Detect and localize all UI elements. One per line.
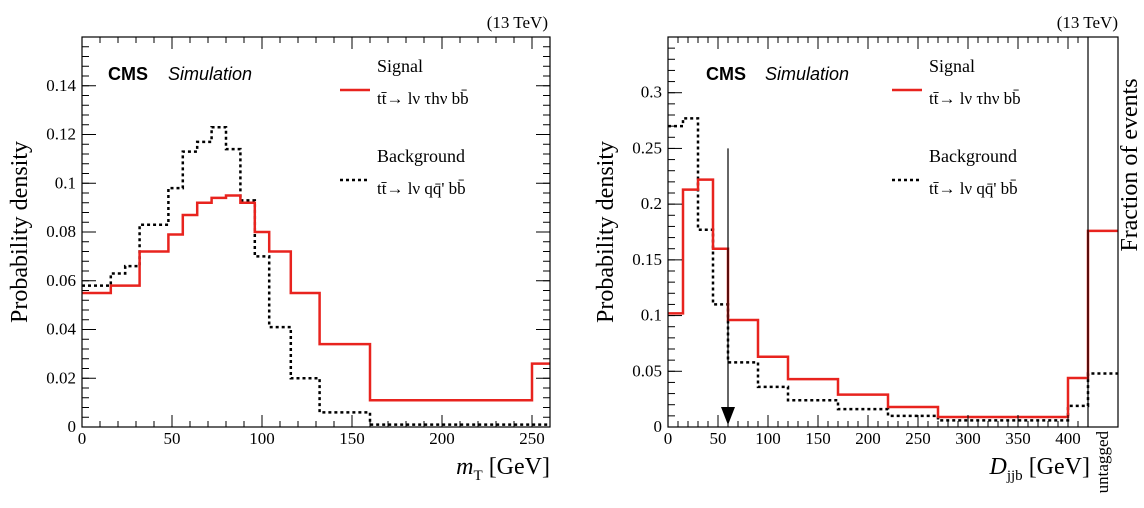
legend-signal-name: Signal bbox=[377, 56, 423, 76]
y-axis-label-right: Fraction of events bbox=[1117, 78, 1143, 251]
y-axis-label: Probability density bbox=[7, 141, 33, 323]
x-axis-symbol: m bbox=[456, 454, 473, 480]
y-tick-label: 0 bbox=[654, 417, 663, 436]
y-tick-label: 0.08 bbox=[46, 222, 76, 241]
energy-label: (13 TeV) bbox=[1057, 13, 1118, 32]
chart-panel-1: 0 50 100 150 200 250 0 0.02 0.04 0.06 0.08 0.1 0.12 0… bbox=[7, 13, 551, 484]
x-tick-label: 150 bbox=[805, 429, 831, 448]
x-axis-subscript: T bbox=[474, 468, 483, 484]
x-tick-label: 300 bbox=[955, 429, 981, 448]
x-tick-label: 200 bbox=[429, 429, 455, 448]
y-tick-label: 0.15 bbox=[632, 250, 662, 269]
x-axis-unit: [GeV] bbox=[489, 454, 550, 480]
legend-background-name: Background bbox=[377, 146, 465, 166]
cms-label: CMS bbox=[706, 64, 746, 84]
legend-signal-process: tt̄→ lν τhν bb̄ bbox=[377, 89, 469, 108]
plot-frame bbox=[81, 36, 551, 428]
legend-background-name: Background bbox=[929, 146, 1017, 166]
energy-label: (13 TeV) bbox=[487, 13, 548, 32]
x-tick-label: 150 bbox=[339, 429, 365, 448]
y-tick-label: 0.04 bbox=[46, 320, 76, 339]
x-axis-subscript: jjb bbox=[1006, 468, 1023, 484]
y-tick-label: 0.06 bbox=[46, 271, 76, 290]
cms-simulation-label: Simulation bbox=[765, 64, 849, 84]
background-histogram bbox=[668, 117, 1118, 422]
cms-simulation-label: Simulation bbox=[168, 64, 252, 84]
x-axis-label: mT [GeV] bbox=[456, 454, 550, 484]
y-tick-label: 0.1 bbox=[641, 306, 662, 325]
y-tick-label: 0.3 bbox=[641, 83, 662, 102]
x-tick-label: 250 bbox=[905, 429, 931, 448]
x-axis-label: Djjb [GeV] bbox=[989, 454, 1091, 484]
background-histogram bbox=[82, 125, 550, 426]
cut-arrow-head bbox=[721, 407, 735, 425]
x-tick-label: 200 bbox=[855, 429, 881, 448]
y-tick-label: 0.02 bbox=[46, 368, 76, 387]
x-axis-unit: [GeV] bbox=[1029, 454, 1090, 480]
x-tick-label: 350 bbox=[1005, 429, 1031, 448]
legend-background-process: tt̄→ lν qq̄' bb̄ bbox=[929, 179, 1018, 198]
x-tick-label: 100 bbox=[755, 429, 781, 448]
legend-background-process: tt̄→ lν qq̄' bb̄ bbox=[377, 179, 466, 198]
plot-frame bbox=[667, 36, 1119, 428]
untagged-tick-label: untagged bbox=[1093, 431, 1112, 494]
y-tick-label: 0.1 bbox=[55, 173, 76, 192]
y-axis-label: Probability density bbox=[593, 141, 619, 323]
x-tick-label: 50 bbox=[164, 429, 181, 448]
x-axis-symbol: D bbox=[989, 454, 1007, 480]
y-tick-label: 0.2 bbox=[641, 194, 662, 213]
x-tick-label: 400 bbox=[1055, 429, 1081, 448]
x-tick-label: 0 bbox=[78, 429, 87, 448]
x-tick-label: 50 bbox=[710, 429, 727, 448]
x-tick-label: 0 bbox=[664, 429, 673, 448]
x-tick-label: 100 bbox=[249, 429, 275, 448]
y-tick-label: 0.14 bbox=[46, 76, 76, 95]
y-tick-label: 0.12 bbox=[46, 125, 76, 144]
x-tick-label: 250 bbox=[519, 429, 545, 448]
signal-histogram bbox=[668, 178, 1118, 419]
legend-signal-process: tt̄→ lν τhν bb̄ bbox=[929, 89, 1021, 108]
cms-label: CMS bbox=[108, 64, 148, 84]
y-tick-label: 0 bbox=[68, 417, 77, 436]
legend-signal-name: Signal bbox=[929, 56, 975, 76]
y-tick-label: 0.05 bbox=[632, 361, 662, 380]
signal-histogram bbox=[82, 194, 550, 402]
chart-panel-2: 0 50 100 150 200 250 300 350 400 0 0.05 0.1 0.15 0.2 0… bbox=[593, 13, 1143, 493]
y-tick-label: 0.25 bbox=[632, 138, 662, 157]
